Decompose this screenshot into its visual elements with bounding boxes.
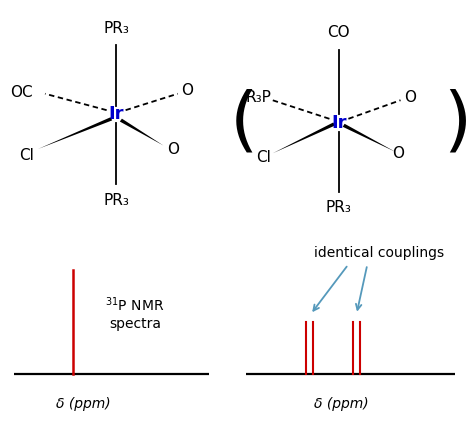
Polygon shape [38,117,112,149]
Text: O: O [181,83,193,98]
Text: Cl: Cl [255,150,271,165]
Text: ): ) [443,89,472,158]
Text: CO: CO [328,25,350,40]
Text: R₃P: R₃P [246,90,271,105]
Text: Ir: Ir [331,114,346,132]
Polygon shape [273,122,335,153]
Text: identical couplings: identical couplings [314,246,444,260]
Text: Cl: Cl [18,148,34,163]
Text: Ir: Ir [109,105,124,124]
Text: O: O [404,90,416,105]
Text: $^{31}$P NMR
spectra: $^{31}$P NMR spectra [106,296,164,330]
Text: PR₃: PR₃ [326,200,352,215]
Text: PR₃: PR₃ [103,194,129,208]
Text: OC: OC [10,86,33,100]
Text: δ (ppm): δ (ppm) [55,397,110,411]
Text: δ (ppm): δ (ppm) [314,397,369,411]
Polygon shape [120,119,164,146]
Polygon shape [343,124,396,152]
Text: O: O [167,142,179,156]
Text: (: ( [230,89,258,158]
Text: PR₃: PR₃ [103,21,129,35]
Text: O: O [392,146,404,161]
